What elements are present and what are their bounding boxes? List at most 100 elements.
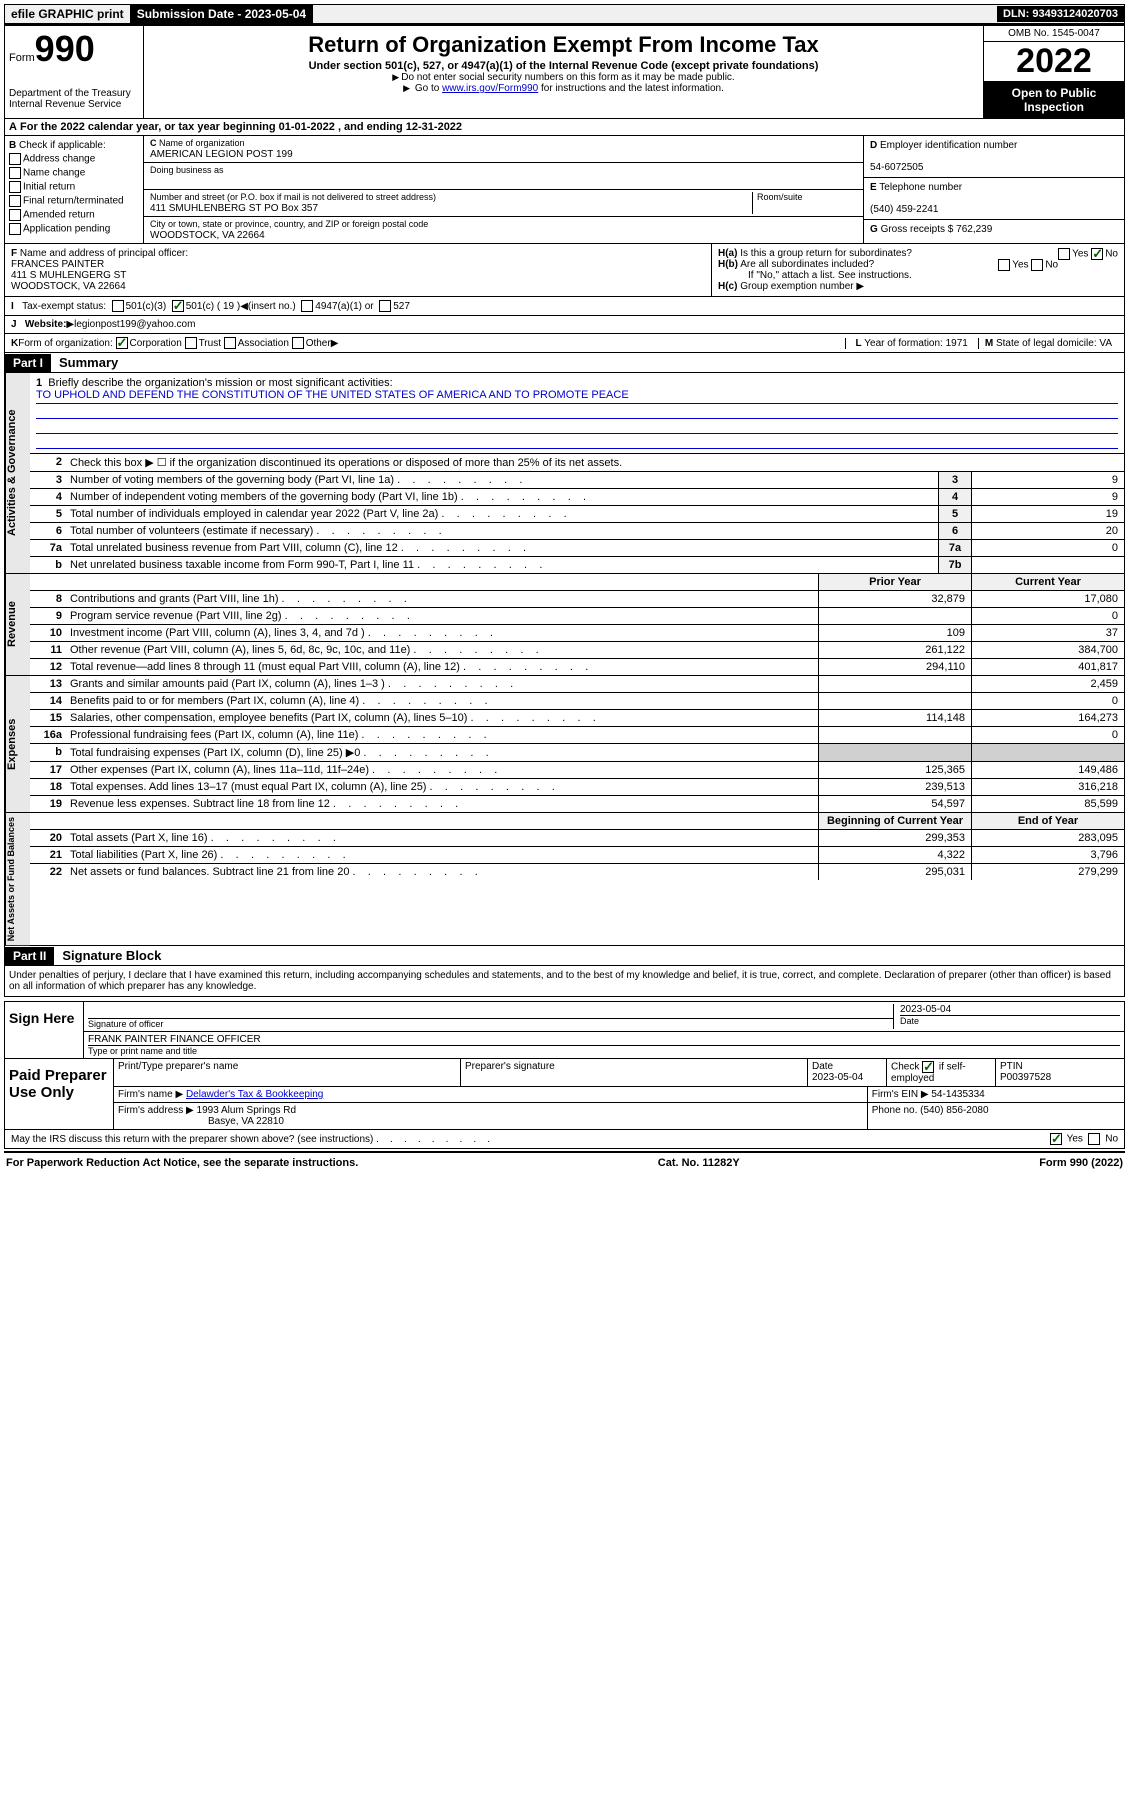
exp-line-19: 19 Revenue less expenses. Subtract line …: [30, 796, 1124, 812]
efile-label[interactable]: efile GRAPHIC print: [5, 5, 131, 23]
room-label: Room/suite: [757, 192, 803, 202]
omb-number: OMB No. 1545-0047: [984, 26, 1124, 42]
exp-line-14: 14 Benefits paid to or for members (Part…: [30, 693, 1124, 710]
sig-officer-label: Signature of officer: [88, 1018, 893, 1029]
officer-name-label: Type or print name and title: [88, 1045, 1120, 1056]
street-label: Number and street (or P.O. box if mail i…: [150, 192, 436, 202]
rev-line-8: 8 Contributions and grants (Part VIII, l…: [30, 591, 1124, 608]
prep-phone: (540) 856-2080: [920, 1105, 988, 1116]
officer-addr2: WOODSTOCK, VA 22664: [11, 281, 126, 292]
prep-sig-label: Preparer's signature: [461, 1059, 808, 1086]
gov-line-5: 5 Total number of individuals employed i…: [30, 506, 1124, 523]
cb-amended[interactable]: Amended return: [9, 209, 139, 221]
cb-trust[interactable]: [185, 337, 197, 349]
cb-501c[interactable]: [172, 300, 184, 312]
firm-ein-label: Firm's EIN: [872, 1089, 918, 1100]
discuss-yes[interactable]: [1050, 1133, 1062, 1145]
ptin-label: PTIN: [1000, 1061, 1023, 1072]
cb-initial-return[interactable]: Initial return: [9, 181, 139, 193]
form-title: Return of Organization Exempt From Incom…: [148, 32, 979, 58]
firm-addr-label: Firm's address: [118, 1105, 183, 1116]
tax-year: 2022: [984, 42, 1124, 82]
firm-name-label: Firm's name: [118, 1089, 173, 1100]
cb-501c3[interactable]: [112, 300, 124, 312]
phone-label: Telephone number: [879, 182, 962, 193]
firm-addr-row: Firm's address ▶ 1993 Alum Springs RdBas…: [114, 1103, 1124, 1129]
gross-label: Gross receipts $: [881, 224, 954, 235]
rev-line-12: 12 Total revenue—add lines 8 through 11 …: [30, 659, 1124, 675]
dln: DLN: 93493124020703: [997, 6, 1124, 22]
expenses-section: Expenses 13 Grants and similar amounts p…: [4, 676, 1125, 813]
dba-label: Doing business as: [150, 165, 224, 175]
exp-line-15: 15 Salaries, other compensation, employe…: [30, 710, 1124, 727]
form-990: 990: [35, 28, 95, 69]
part2-header: Part II Signature Block: [4, 946, 1125, 966]
page-footer: For Paperwork Reduction Act Notice, see …: [4, 1151, 1125, 1173]
hb-no[interactable]: [1031, 259, 1043, 271]
cb-name-change[interactable]: Name change: [9, 167, 139, 179]
note-goto: Go to www.irs.gov/Form990 for instructio…: [148, 83, 979, 94]
ein-cell: D Employer identification number 54-6072…: [864, 136, 1124, 178]
irs-link[interactable]: www.irs.gov/Form990: [442, 83, 538, 94]
may-discuss-row: May the IRS discuss this return with the…: [4, 1130, 1125, 1149]
cb-association[interactable]: [224, 337, 236, 349]
cb-final-return[interactable]: Final return/terminated: [9, 195, 139, 207]
exp-line-b: b Total fundraising expenses (Part IX, c…: [30, 744, 1124, 762]
open-inspection: Open to Public Inspection: [984, 82, 1124, 118]
beginning-header: Beginning of Current Year: [818, 813, 971, 829]
mission-text: TO UPHOLD AND DEFEND THE CONSTITUTION OF…: [36, 389, 1118, 404]
exp-line-17: 17 Other expenses (Part IX, column (A), …: [30, 762, 1124, 779]
rev-line-11: 11 Other revenue (Part VIII, column (A),…: [30, 642, 1124, 659]
phone-value: (540) 459-2241: [870, 204, 938, 215]
sig-date: 2023-05-04: [900, 1004, 951, 1015]
preparer-block: Paid Preparer Use Only Print/Type prepar…: [4, 1059, 1125, 1130]
org-name-cell: C Name of organization AMERICAN LEGION P…: [144, 136, 863, 163]
top-bar: efile GRAPHIC print Submission Date - 20…: [4, 4, 1125, 24]
ha-no[interactable]: [1091, 248, 1103, 260]
hc-label: Group exemption number: [740, 281, 853, 292]
row-j: J Website: ▶ legionpost199@yahoo.com: [4, 316, 1125, 334]
rev-line-9: 9 Program service revenue (Part VIII, li…: [30, 608, 1124, 625]
firm-addr2: Basye, VA 22810: [208, 1116, 284, 1127]
cb-other[interactable]: [292, 337, 304, 349]
form-number: Form990: [9, 28, 139, 70]
line1: 1 Briefly describe the organization's mi…: [30, 373, 1124, 454]
cb-corporation[interactable]: [116, 337, 128, 349]
gross-value: 762,239: [956, 224, 992, 235]
tax-exempt-label: Tax-exempt status:: [22, 301, 106, 312]
officer-label: Name and address of principal officer:: [20, 248, 188, 259]
mission-label: Briefly describe the organization's miss…: [48, 377, 392, 389]
sign-here-block: Sign Here Signature of officer 2023-05-0…: [4, 1001, 1125, 1059]
cb-address-change[interactable]: Address change: [9, 153, 139, 165]
cb-self-employed[interactable]: [922, 1061, 934, 1073]
part1-header: Part I Summary: [4, 353, 1125, 373]
exp-line-13: 13 Grants and similar amounts paid (Part…: [30, 676, 1124, 693]
org-name: AMERICAN LEGION POST 199: [150, 149, 293, 160]
net-line-20: 20 Total assets (Part X, line 16) 299,35…: [30, 830, 1124, 847]
ein-value: 54-6072505: [870, 162, 923, 173]
main-info-block: B Check if applicable: Address change Na…: [4, 136, 1125, 244]
discuss-no[interactable]: [1088, 1133, 1100, 1145]
footer-center: Cat. No. 11282Y: [658, 1157, 740, 1169]
row-fh: F Name and address of principal officer:…: [4, 244, 1125, 297]
cb-527[interactable]: [379, 300, 391, 312]
part2-title: Signature Block: [54, 946, 169, 965]
year-formation: 1971: [946, 338, 968, 349]
firm-name-link[interactable]: Delawder's Tax & Bookkeeping: [186, 1089, 323, 1100]
line2: 2 Check this box ▶ ☐ if the organization…: [30, 454, 1124, 472]
gov-line-7a: 7a Total unrelated business revenue from…: [30, 540, 1124, 557]
ha-yes[interactable]: [1058, 248, 1070, 260]
cb-4947[interactable]: [301, 300, 313, 312]
gov-line-6: 6 Total number of volunteers (estimate i…: [30, 523, 1124, 540]
sig-date-label: Date: [900, 1015, 1120, 1026]
hb-yes[interactable]: [998, 259, 1010, 271]
dept-treasury: Department of the Treasury: [9, 88, 139, 99]
net-line-22: 22 Net assets or fund balances. Subtract…: [30, 864, 1124, 880]
street-value: 411 SMUHLENBERG ST PO Box 357: [150, 203, 318, 214]
cb-application-pending[interactable]: Application pending: [9, 223, 139, 235]
principal-officer: F Name and address of principal officer:…: [5, 244, 712, 296]
row-i: I Tax-exempt status: 501(c)(3) 501(c) ( …: [4, 297, 1125, 316]
note-ssn: Do not enter social security numbers on …: [148, 72, 979, 83]
current-year-header: Current Year: [971, 574, 1124, 590]
city-cell: City or town, state or province, country…: [144, 217, 863, 243]
